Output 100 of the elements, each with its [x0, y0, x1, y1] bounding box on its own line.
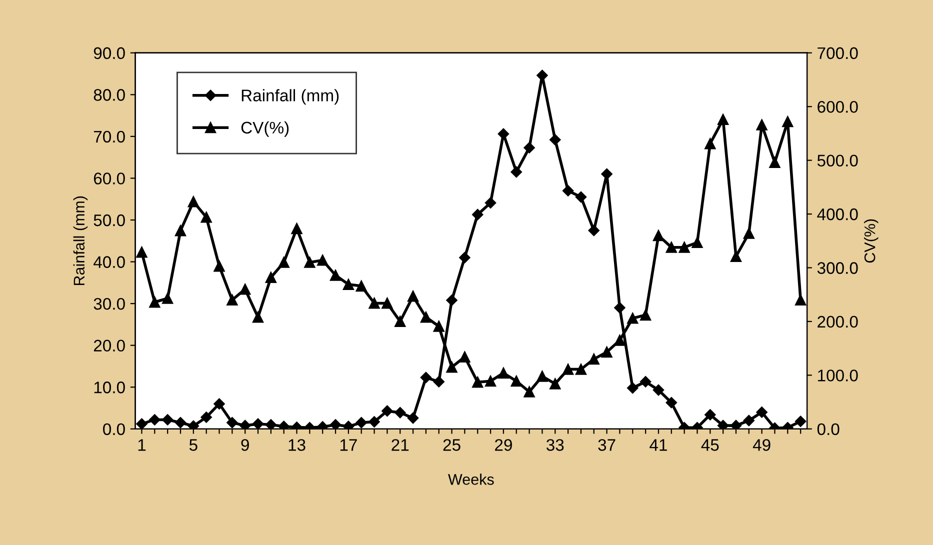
legend-label: CV(%) [241, 121, 289, 137]
point [472, 208, 484, 220]
point [149, 296, 160, 308]
point [550, 134, 561, 146]
point [407, 290, 419, 302]
x-tick-label: 25 [443, 439, 460, 451]
point [382, 405, 393, 417]
point [730, 420, 742, 429]
point [304, 256, 316, 268]
point [536, 370, 548, 382]
point [652, 384, 664, 396]
point [174, 417, 186, 428]
point [484, 197, 496, 208]
point [498, 128, 510, 140]
y2-tick-label: 100.0 [818, 370, 858, 382]
point [652, 230, 664, 242]
legend-label: Rainfall (mm) [242, 89, 339, 105]
point [200, 212, 212, 223]
point [420, 312, 432, 323]
point [666, 242, 677, 253]
x-tick-label: 41 [650, 439, 667, 451]
point [368, 298, 380, 309]
point [459, 351, 470, 362]
point [472, 376, 484, 388]
point [368, 416, 380, 428]
point [562, 185, 574, 196]
point [510, 376, 522, 387]
x-tick-label: 33 [546, 439, 564, 451]
point [575, 364, 587, 375]
y-tick-label: 70.0 [94, 130, 125, 143]
point [446, 362, 458, 373]
point [162, 292, 174, 304]
point [510, 166, 522, 178]
point [717, 420, 729, 429]
point [756, 119, 768, 130]
point [666, 396, 678, 408]
x-tick-label: 9 [241, 439, 249, 451]
point [524, 386, 535, 398]
point [794, 416, 806, 427]
point [356, 417, 367, 428]
point [356, 280, 367, 292]
point [265, 419, 277, 429]
point [640, 309, 652, 321]
y-tick-label: 20.0 [94, 340, 125, 352]
point [730, 250, 742, 262]
x-tick-label: 45 [701, 439, 719, 451]
point [291, 222, 302, 234]
point [382, 298, 393, 309]
point [226, 294, 238, 306]
point [433, 376, 444, 388]
point [614, 302, 626, 314]
point [601, 168, 612, 180]
point [252, 418, 264, 429]
x-tick-label: 29 [495, 439, 512, 451]
point [769, 156, 780, 168]
point [226, 417, 238, 428]
point [188, 420, 200, 429]
point [588, 354, 600, 365]
point [136, 246, 148, 258]
x-tick-label: 5 [189, 439, 198, 451]
y-tick-label: 90.0 [94, 47, 125, 60]
point [394, 316, 406, 328]
x-tick-label: 37 [598, 439, 616, 451]
y2-tick-label: 600.0 [818, 100, 858, 113]
y2-tick-label: 200.0 [818, 316, 858, 328]
point [743, 414, 755, 426]
point [239, 420, 251, 429]
y2-axis-title: CV(%) [864, 219, 878, 263]
y-tick-label: 10.0 [94, 382, 125, 394]
y-tick-label: 80.0 [94, 89, 125, 101]
point [446, 294, 458, 306]
point [459, 252, 470, 264]
point [433, 320, 444, 332]
y-tick-label: 50.0 [94, 214, 125, 226]
point [200, 412, 212, 423]
point [240, 284, 251, 295]
y2-tick-label: 300.0 [817, 262, 858, 274]
point [214, 260, 225, 272]
y-axis-title: Rainfall (mm) [73, 196, 88, 286]
x-tick-label: 17 [340, 439, 357, 451]
y-tick-label: 60.0 [94, 172, 125, 184]
point [756, 406, 768, 418]
y-tick-label: 40.0 [94, 256, 125, 268]
point [640, 376, 652, 388]
y2-tick-label: 500.0 [817, 154, 858, 167]
point [562, 364, 574, 375]
point [627, 312, 638, 324]
y2-tick-label: 700.0 [818, 47, 858, 60]
point [407, 412, 419, 424]
point [214, 398, 225, 410]
point [692, 236, 703, 248]
point [394, 407, 406, 418]
x-tick-label: 13 [288, 439, 306, 451]
x-tick-label: 1 [138, 439, 146, 451]
point [678, 242, 690, 253]
point [330, 270, 342, 281]
point [188, 196, 199, 208]
point [342, 278, 354, 290]
point [420, 372, 432, 384]
point [704, 138, 716, 150]
